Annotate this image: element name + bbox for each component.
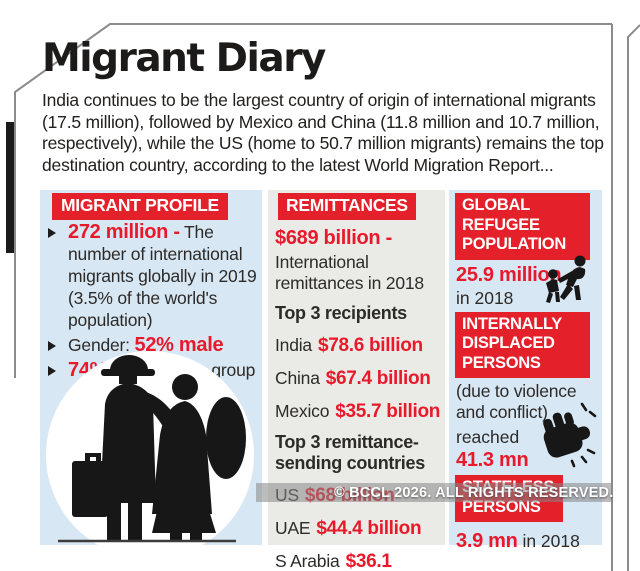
stat-text: The number of international migrants glo… [68,222,257,330]
right-triangle-bullet-icon [48,341,64,351]
page-title: Migrant Diary [42,36,326,81]
refugee-family-icon [546,255,586,303]
recipient-row: China $67.4 billion [275,368,445,390]
fist-icon [543,402,597,468]
page-fold-mark [6,122,14,253]
stat-value: $689 billion - [275,227,392,249]
copyright-text: © BCCL 2026. ALL RIGHTS RESERVED. [334,484,614,501]
global-refugee-header: GLOBAL REFUGEE POPULATION [455,193,590,260]
right-triangle-bullet-icon [48,228,64,238]
recipient-row: Mexico $35.7 billion [275,401,445,423]
recipients-title: Top 3 recipients [275,303,407,323]
migrant-profile-panel: MIGRANT PROFILE 272 million - The number… [40,190,262,545]
stat-text: in 2018 [522,531,580,551]
amount-value: $44.4 billion [316,518,422,539]
list-item-text: 272 million - The number of internationa… [68,221,258,331]
copyright-watermark: © BCCL 2026. ALL RIGHTS RESERVED. [256,483,614,502]
recipient-row: India $78.6 billion [275,335,445,357]
stat-value: 25.9 million [456,263,562,286]
stat-label: Gender: [68,335,130,355]
sender-row: S Arabia$36.1 billion [275,551,445,571]
country-label: UAE [275,518,311,538]
stat-value: 272 million - [68,221,180,243]
list-item-text: Gender: 52% male [68,334,224,356]
list-item: Gender: 52% male [48,334,258,356]
intro-text: India continues to be the largest countr… [42,90,604,175]
amount-value: $35.7 billion [335,401,441,422]
stat-value: 52% male [134,334,224,356]
migrant-profile-header: MIGRANT PROFILE [52,193,228,220]
idp-reached-label: reached [456,427,520,447]
country-label: Mexico [275,401,330,421]
senders-title: Top 3 remittance-sending countries [275,432,425,473]
country-label: S Arabia [275,551,340,571]
right-triangle-bullet-icon [48,366,64,376]
remittances-header: REMITTANCES [278,193,416,220]
amount-value: $67.4 billion [325,368,431,389]
stat-text: in 2018 [456,287,514,308]
sender-row: UAE $44.4 billion [275,518,445,540]
stat-value: 41.3 mn [456,449,529,471]
country-label: China [275,368,320,388]
stateless-row: 3.9 mn in 2018 [456,530,602,553]
stat-value: 3.9 mn [456,530,518,552]
migrant-couple-icon [46,351,254,545]
amount-value: $36.1 billion [345,551,392,571]
stat-text: International remittances in 2018 [275,252,424,293]
amount-value: $78.6 billion [317,335,423,356]
list-item: 272 million - The number of internationa… [48,221,258,331]
idp-header: INTERNALLY DISPLACED PERSONS [455,311,590,378]
idp-note: (due to violence and conflict) [456,381,577,422]
country-label: India [275,335,312,355]
